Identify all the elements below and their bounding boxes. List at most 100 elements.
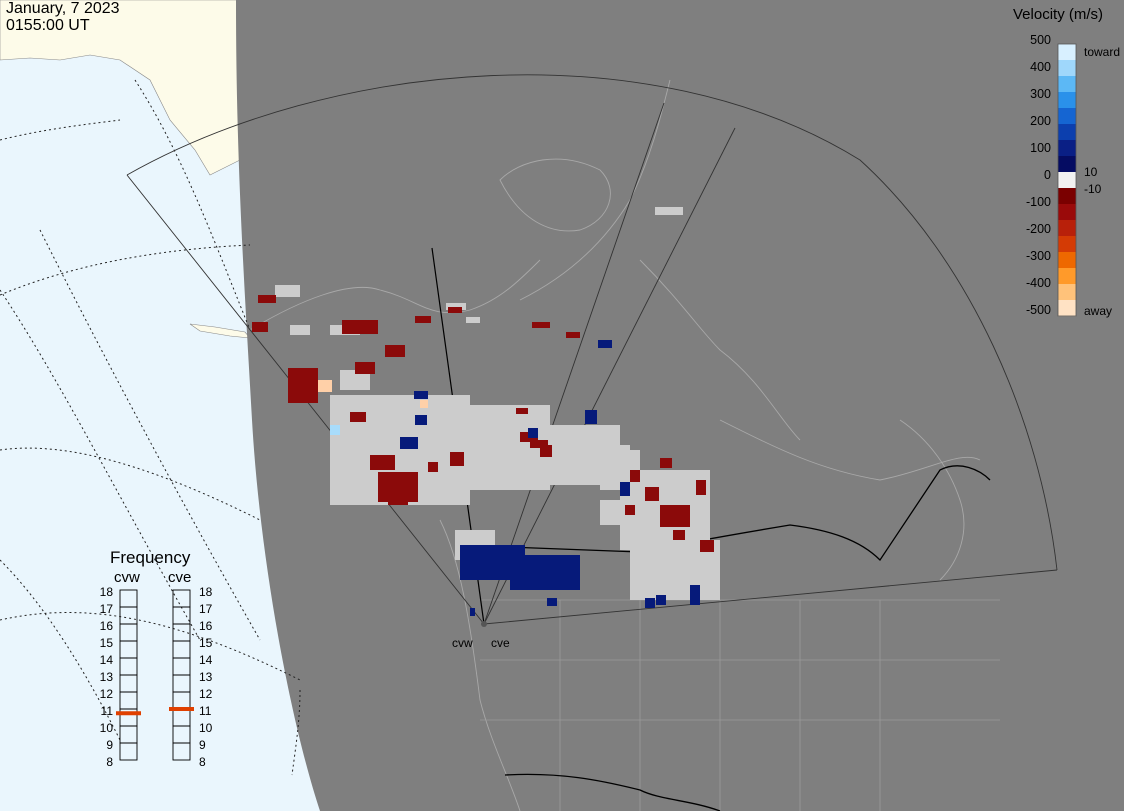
scatter-cell: [700, 540, 714, 552]
timestamp-block: January, 7 2023 0155:00 UT: [6, 0, 120, 34]
frequency-tick-left: 11: [100, 704, 113, 718]
colorbar-frame: [1057, 43, 1077, 317]
colorbar-swatch: [1058, 204, 1076, 221]
colorbar-tick-label: -400: [1025, 276, 1051, 290]
scatter-cell: [475, 560, 500, 575]
scatter-cell: [690, 585, 700, 605]
scatter-cell: [645, 598, 655, 608]
colorbar-tick-label: 400: [1030, 60, 1051, 74]
scatter-cell: [420, 400, 428, 408]
freq-radar-cve: cve: [168, 569, 192, 586]
frequency-tick-left: 14: [99, 653, 113, 667]
scatter-cell: [466, 317, 480, 323]
colorbar-swatch: [1058, 236, 1076, 253]
toward-label: toward: [1084, 45, 1121, 59]
scatter-cell: [388, 490, 408, 505]
us-canada-border: [454, 465, 991, 562]
frequency-cell: [119, 742, 138, 761]
frequency-tick-left: 15: [99, 636, 113, 650]
colorbar-tick-label: 500: [1030, 33, 1051, 47]
frequency-scale-cvw: [116, 589, 141, 761]
frequency-tick-left: 12: [99, 687, 113, 701]
frequency-tick-left: 18: [99, 585, 113, 599]
scatter-cell: [655, 207, 683, 215]
frequency-tick-left: 9: [106, 738, 113, 752]
colorbar-swatch: [1058, 44, 1076, 61]
colorbar-tick-label: -200: [1025, 222, 1051, 236]
scatter-cell: [318, 380, 332, 392]
scatter-cell: [446, 303, 466, 310]
frequency-tick-right: 15: [199, 636, 213, 650]
scatter-cell: [414, 391, 428, 399]
colorbar-swatch: [1058, 140, 1076, 157]
scatter-cell: [330, 425, 340, 435]
scatter-cell: [660, 505, 690, 527]
scatter-cell: [673, 530, 685, 540]
colorbar-swatch: [1058, 76, 1076, 93]
frequency-tick-right: 18: [199, 585, 213, 599]
colorbar-tick-label: 300: [1030, 87, 1051, 101]
scatter-cell: [532, 322, 550, 328]
coastlines: [249, 79, 981, 811]
frequency-tick-left: 16: [99, 619, 113, 633]
colorbar-title: Velocity (m/s): [1013, 6, 1104, 23]
scatter-cell: [340, 370, 370, 390]
scatter-cell: [350, 412, 366, 422]
scatter-cell: [288, 368, 318, 403]
scatter-cell: [415, 415, 427, 425]
inner-pos-label: 10: [1084, 165, 1098, 179]
scatter-cell: [385, 345, 405, 357]
scatter-cell: [528, 428, 538, 438]
scatter-cell: [640, 560, 720, 600]
colorbar-tick-label: 200: [1030, 114, 1051, 128]
scatter-cell: [585, 410, 597, 424]
frequency-tick-right: 10: [199, 721, 213, 735]
radar-site-marker: [481, 621, 487, 627]
time-label: 0155:00 UT: [6, 17, 90, 34]
frequency-tick-left: 10: [99, 721, 113, 735]
away-label: away: [1084, 304, 1113, 318]
scatter-cell: [696, 480, 706, 495]
scatter-cell: [470, 608, 475, 616]
frequency-tick-right: 11: [199, 704, 212, 718]
scatter-cell: [516, 408, 528, 414]
frequency-tick-left: 13: [99, 670, 113, 684]
scatter-cell: [566, 332, 580, 338]
scatter-cell: [400, 437, 418, 449]
colorbar-swatch: [1058, 220, 1076, 237]
scatter-cell: [355, 362, 375, 374]
frequency-tick-right: 17: [199, 602, 213, 616]
scatter-cell: [625, 505, 635, 515]
scatter-cell: [252, 322, 268, 332]
colorbar-tick-label: 0: [1044, 168, 1051, 182]
inner-neg-label: -10: [1084, 182, 1102, 196]
scatter-cell: [428, 462, 438, 472]
scatter-cell: [540, 570, 570, 590]
site-label-cve: cve: [491, 636, 510, 650]
scatter-cell: [448, 307, 462, 313]
colorbar-swatch: [1058, 92, 1076, 109]
scatter-cell: [258, 295, 276, 303]
colorbar-swatch: [1058, 124, 1076, 141]
colorbar-swatch: [1058, 156, 1076, 173]
scatter-cell: [540, 445, 552, 457]
frequency-tick-left: 8: [106, 755, 113, 769]
scatter-cell: [530, 440, 548, 448]
scatter-cell: [450, 452, 464, 466]
frequency-tick-right: 13: [199, 670, 213, 684]
colorbar-swatch: [1058, 108, 1076, 125]
scatter-cell: [370, 455, 395, 470]
freq-radar-cvw: cvw: [114, 569, 140, 586]
scatter-cell: [290, 325, 310, 335]
scatter-cell: [656, 595, 666, 605]
frequency-tick-right: 12: [199, 687, 213, 701]
colorbar-tick-label: 100: [1030, 141, 1051, 155]
colorbar-tick-label: -500: [1025, 303, 1051, 317]
frequency-title: Frequency: [110, 548, 191, 567]
mexico-border: [504, 773, 721, 811]
colorbar-swatch: [1058, 252, 1076, 269]
scatter-cell: [620, 482, 630, 496]
frequency-tick-right: 16: [199, 619, 213, 633]
scatter-cell: [342, 320, 378, 334]
